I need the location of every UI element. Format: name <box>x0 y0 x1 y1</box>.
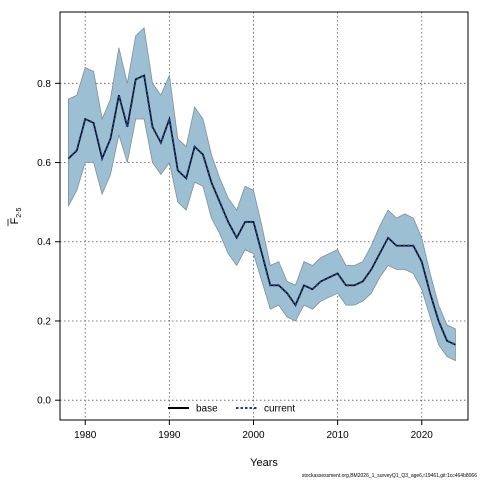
x-axis-title: Years <box>250 457 278 469</box>
x-tick-label: 2000 <box>242 430 265 441</box>
confidence-band <box>68 26 456 362</box>
footer-source: stockassessment.org,BM2026_1_surveyQ1_Q3… <box>302 473 477 479</box>
x-tick-label: 2010 <box>326 430 349 441</box>
y-tick-label: 0.6 <box>37 158 51 169</box>
x-tick-label: 2020 <box>411 430 434 441</box>
legend-base-label: base <box>196 404 218 415</box>
plot-frame <box>59 11 469 421</box>
y-axis-title: F2-5 <box>7 207 23 226</box>
y-axis-title-main: F <box>9 217 21 224</box>
svg-text:F2-5: F2-5 <box>9 207 23 224</box>
x-tick-label: 1980 <box>74 430 97 441</box>
y-tick-label: 0.0 <box>37 396 51 407</box>
x-axis: 1980 1990 2000 2010 2020 <box>74 420 433 441</box>
series-line-current <box>67 73 456 346</box>
y-tick-label: 0.4 <box>37 237 51 248</box>
legend-current-label: current <box>264 404 295 415</box>
y-axis-title-sub: 2-5 <box>16 207 23 217</box>
x-tick-label: 1990 <box>158 430 181 441</box>
series-lines <box>67 73 456 346</box>
y-tick-label: 0.2 <box>37 316 51 327</box>
legend: base current <box>168 404 295 415</box>
y-axis: 0.0 0.2 0.4 0.6 0.8 <box>37 79 60 407</box>
y-tick-label: 0.8 <box>37 79 51 90</box>
